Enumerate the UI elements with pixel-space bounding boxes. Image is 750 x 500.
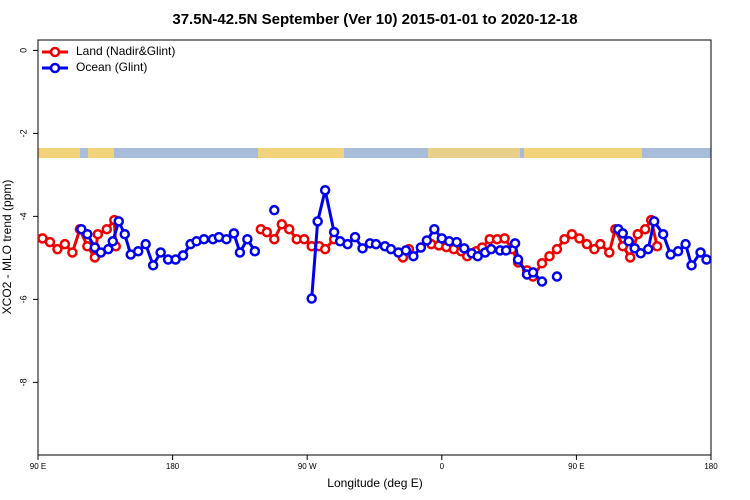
point xyxy=(249,245,261,257)
point xyxy=(242,233,253,245)
point xyxy=(342,238,353,250)
point xyxy=(92,228,104,240)
point xyxy=(170,254,181,265)
y-tick-label: -2 xyxy=(18,129,28,137)
x-tick-label: 180 xyxy=(704,462,718,471)
point xyxy=(284,223,295,235)
legend-label: Land (Nadir&Glint) xyxy=(76,44,175,58)
x-tick-label: 0 xyxy=(440,462,445,471)
point xyxy=(680,238,691,250)
point xyxy=(485,243,497,255)
point xyxy=(228,228,240,239)
point xyxy=(635,248,646,259)
chart-title: 37.5N-42.5N September (Ver 10) 2015-01-0… xyxy=(172,11,577,28)
legend-marker xyxy=(49,46,61,58)
y-tick-label: 0 xyxy=(18,48,28,53)
point xyxy=(657,228,669,240)
point xyxy=(59,238,71,250)
point xyxy=(408,250,419,262)
point xyxy=(44,236,56,248)
point xyxy=(651,241,663,252)
point xyxy=(421,235,433,246)
point xyxy=(536,258,548,269)
point xyxy=(140,238,151,250)
legend-marker xyxy=(49,62,61,74)
point xyxy=(566,228,578,240)
point xyxy=(559,233,570,245)
point xyxy=(269,233,280,245)
point xyxy=(132,245,144,257)
point xyxy=(639,223,651,235)
point xyxy=(499,233,510,244)
point xyxy=(370,238,382,250)
point xyxy=(617,228,629,239)
x-tick-label: 90 E xyxy=(30,462,46,471)
plot-frame xyxy=(37,39,712,456)
point xyxy=(306,293,317,304)
point xyxy=(101,223,113,235)
legend: Land (Nadir&Glint) Ocean (Glint) xyxy=(42,44,175,74)
point xyxy=(695,247,706,258)
point xyxy=(119,228,130,240)
point xyxy=(623,236,634,247)
point xyxy=(624,252,636,263)
point xyxy=(400,245,412,256)
point xyxy=(82,228,93,240)
point xyxy=(147,260,159,271)
point xyxy=(551,271,563,282)
point xyxy=(319,184,331,196)
x-tick-label: 180 xyxy=(166,462,180,471)
point xyxy=(581,238,593,250)
point xyxy=(221,233,232,245)
point xyxy=(701,254,712,265)
point xyxy=(512,254,524,265)
point xyxy=(509,238,521,249)
point xyxy=(269,204,280,216)
point xyxy=(52,243,63,255)
point xyxy=(415,242,427,253)
point xyxy=(429,223,440,235)
point xyxy=(177,250,189,261)
point xyxy=(451,236,463,248)
legend-label: Ocean (Glint) xyxy=(76,60,147,74)
x-tick-label: 90 E xyxy=(568,462,584,471)
point xyxy=(67,247,78,258)
point xyxy=(500,245,512,256)
point xyxy=(551,243,563,255)
point xyxy=(686,260,697,271)
point xyxy=(458,243,470,254)
point xyxy=(113,216,125,227)
point xyxy=(319,243,331,255)
point xyxy=(107,236,119,247)
point xyxy=(349,231,361,243)
x-tick-label: 90 W xyxy=(298,462,317,471)
point xyxy=(276,219,288,230)
point xyxy=(544,250,555,262)
y-tick-label: -6 xyxy=(18,295,28,303)
point xyxy=(574,233,585,244)
point xyxy=(527,267,539,278)
point xyxy=(642,243,654,255)
point xyxy=(536,276,548,287)
point xyxy=(604,247,615,258)
point xyxy=(234,247,246,258)
point xyxy=(103,243,114,255)
map-strip xyxy=(38,148,711,158)
point xyxy=(298,233,310,245)
y-axis-label: XCO2 - MLO trend (ppm) xyxy=(0,180,14,315)
point xyxy=(155,247,166,258)
x-axis-label: Longitude (deg E) xyxy=(327,476,422,490)
point xyxy=(312,216,323,227)
y-tick-label: -8 xyxy=(18,378,28,386)
point xyxy=(328,226,340,238)
point xyxy=(261,226,273,238)
point xyxy=(595,238,606,250)
point xyxy=(198,233,210,245)
point xyxy=(672,245,684,257)
point xyxy=(357,243,368,254)
point xyxy=(632,228,643,240)
point xyxy=(648,216,660,227)
y-tick-label: -4 xyxy=(18,212,28,220)
